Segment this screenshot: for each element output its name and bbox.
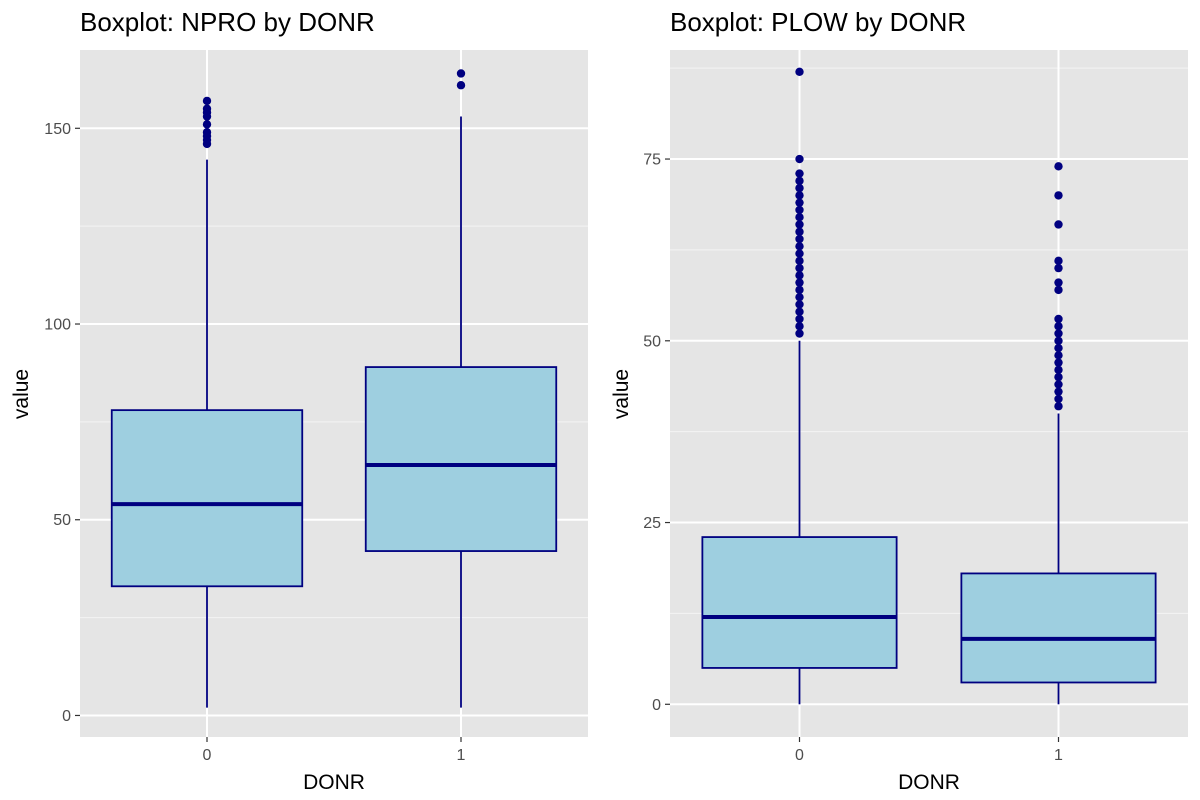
outlier-point — [1054, 220, 1063, 229]
outlier-point — [1054, 329, 1063, 338]
outlier-point — [1054, 343, 1063, 353]
outlier-point — [795, 67, 804, 77]
outlier-point — [1054, 394, 1063, 404]
outlier-point — [456, 69, 466, 78]
outlier-point — [795, 329, 804, 338]
outlier-point — [795, 256, 804, 266]
outlier-point — [202, 104, 212, 113]
outlier-point — [456, 81, 466, 90]
outlier-point — [795, 169, 804, 178]
outlier-point — [795, 263, 804, 273]
box-group-1 — [364, 69, 558, 708]
outlier-point — [202, 128, 212, 137]
outlier-point — [1054, 336, 1063, 345]
outlier-point — [795, 278, 804, 287]
box — [960, 572, 1157, 684]
outlier-point — [1054, 162, 1063, 171]
outlier-point — [1054, 191, 1063, 200]
outlier-point — [202, 120, 212, 129]
y-tick-label: 0 — [62, 708, 71, 725]
y-tick-label: 0 — [652, 697, 661, 714]
x-tick-label: 0 — [203, 747, 212, 764]
y-tick-label: 50 — [643, 333, 661, 350]
outlier-point — [202, 96, 212, 106]
outlier-point — [1054, 365, 1063, 375]
outlier-point — [795, 242, 804, 251]
y-tick-label: 50 — [53, 512, 71, 529]
outlier-point — [1054, 380, 1063, 389]
y-tick-label: 75 — [643, 152, 661, 169]
outlier-point — [795, 322, 804, 331]
y-tick-label: 150 — [44, 121, 71, 138]
outlier-point — [795, 183, 804, 193]
chart-plow-by-donr: 0 25 50 75 0 1 Boxplot: PLOW by DONR value DO… — [610, 7, 1188, 794]
x-axis-label: DONR — [303, 771, 365, 794]
outlier-point — [795, 191, 804, 200]
plot-area: 0 50 100 150 0 1 — [44, 50, 588, 764]
outlier-point — [795, 205, 804, 215]
outlier-point — [795, 314, 804, 324]
box-group-0 — [110, 96, 304, 708]
x-tick-label: 1 — [457, 747, 466, 764]
outlier-point — [795, 285, 804, 295]
y-axis-label: value — [610, 369, 633, 419]
box-group-0 — [701, 67, 898, 705]
box — [364, 366, 558, 552]
chart-title: Boxplot: NPRO by DONR — [80, 7, 375, 37]
y-tick-label: 25 — [643, 515, 661, 532]
outlier-point — [795, 176, 804, 186]
outlier-point — [1054, 387, 1063, 396]
outlier-point — [1054, 351, 1063, 360]
outlier-point — [795, 198, 804, 207]
outlier-point — [1054, 402, 1063, 411]
outlier-point — [1054, 314, 1063, 324]
outlier-point — [1054, 358, 1063, 367]
outlier-point — [1054, 285, 1063, 295]
plot-area: 0 25 50 75 0 1 — [643, 50, 1188, 764]
outlier-point — [795, 227, 804, 236]
outlier-point — [1054, 278, 1063, 287]
outlier-point — [1054, 372, 1063, 382]
outlier-point — [795, 300, 804, 309]
outlier-point — [795, 154, 804, 164]
outlier-point — [795, 234, 804, 244]
box-group-1 — [960, 162, 1157, 705]
x-tick-label: 0 — [795, 747, 804, 764]
outlier-point — [795, 292, 804, 302]
outlier-point — [795, 220, 804, 229]
box — [701, 536, 898, 669]
y-axis-label: value — [10, 369, 33, 419]
x-tick-label: 1 — [1054, 747, 1063, 764]
outlier-point — [795, 249, 804, 258]
outlier-point — [795, 213, 804, 222]
outlier-point — [795, 307, 804, 316]
outlier-point — [1054, 322, 1063, 331]
outlier-point — [1054, 263, 1063, 273]
y-tick-label: 100 — [44, 317, 71, 334]
box — [110, 409, 304, 588]
chart-title: Boxplot: PLOW by DONR — [670, 7, 966, 37]
outlier-point — [795, 271, 804, 280]
x-axis-label: DONR — [898, 771, 960, 794]
outlier-point — [1054, 256, 1063, 266]
